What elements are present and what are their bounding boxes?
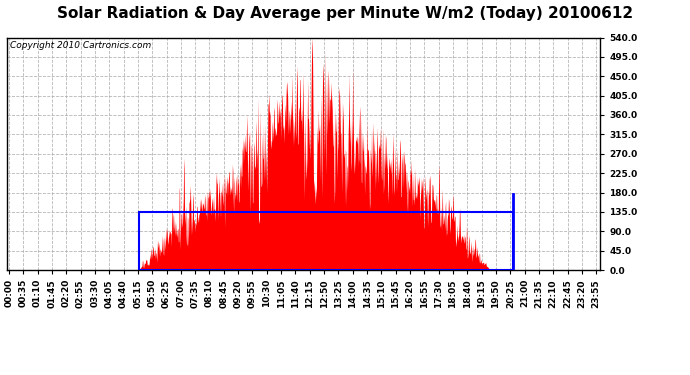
Bar xyxy=(139,212,513,270)
Text: Solar Radiation & Day Average per Minute W/m2 (Today) 20100612: Solar Radiation & Day Average per Minute… xyxy=(57,6,633,21)
Text: Copyright 2010 Cartronics.com: Copyright 2010 Cartronics.com xyxy=(10,41,151,50)
